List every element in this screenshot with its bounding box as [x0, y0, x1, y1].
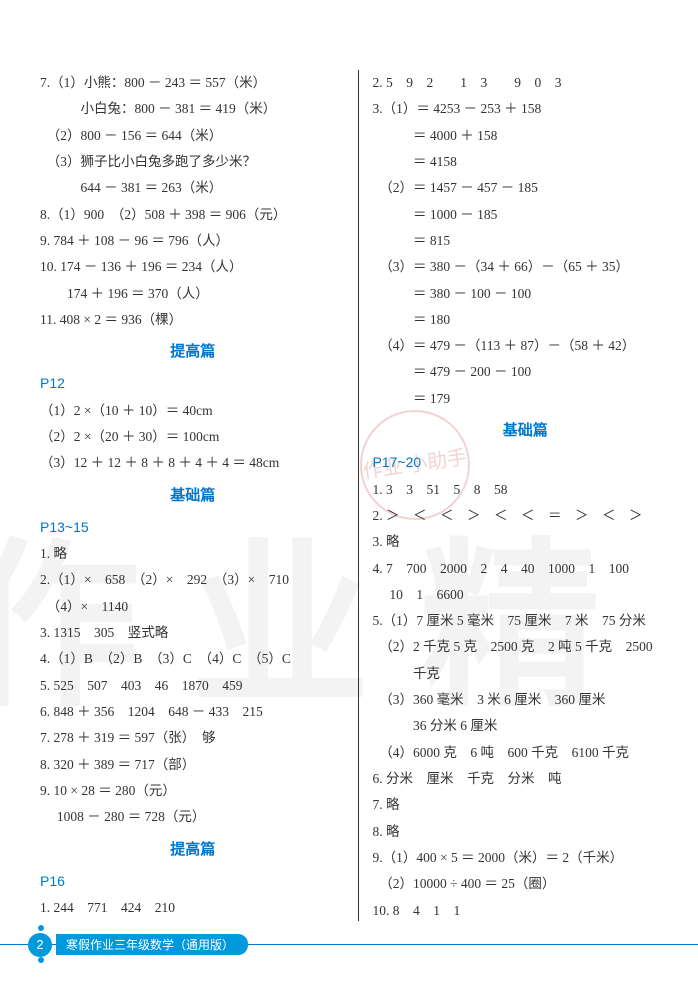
answer-line: 644 － 381 ＝ 263（米）	[40, 175, 346, 201]
answer-line: 9. 784 ＋ 108 － 96 ＝ 796（人）	[40, 228, 346, 254]
answer-line: 1008 － 280 ＝ 728（元）	[40, 804, 346, 830]
answer-line: ＝ 4000 ＋ 158	[373, 123, 679, 149]
answer-line: 8. 略	[373, 819, 679, 845]
answer-line: ＝ 380 － 100 － 100	[373, 281, 679, 307]
answer-line: 7.（1）小熊：800 － 243 ＝ 557（米）	[40, 70, 346, 96]
answer-line: （3）狮子比小白兔多跑了多少米？	[40, 149, 346, 175]
section-title: 基础篇	[40, 481, 346, 510]
answer-line: 174 ＋ 196 ＝ 370（人）	[40, 281, 346, 307]
footer-label: 寒假作业三年级数学（通用版）	[56, 934, 248, 955]
answer-line: 4.（1）B （2）B （3）C （4）C （5）C	[40, 646, 346, 672]
answer-line: 7. 略	[373, 792, 679, 818]
answer-line: ＝ 4158	[373, 149, 679, 175]
answer-line: （3）360 毫米 3 米 6 厘米 360 厘米	[373, 687, 679, 713]
answer-line: 10. 8 4 1 1	[373, 898, 679, 924]
section-title: 基础篇	[373, 416, 679, 445]
answer-line: 10. 174 － 136 ＋ 196 ＝ 234（人）	[40, 254, 346, 280]
answer-line: （3）12 ＋ 12 ＋ 8 ＋ 8 ＋ 4 ＋ 4 ＝ 48cm	[40, 450, 346, 476]
answer-line: 4. 7 700 2000 2 4 40 1000 1 100	[373, 556, 679, 582]
page-content: 7.（1）小熊：800 － 243 ＝ 557（米） 小白兔：800 － 381…	[40, 70, 678, 921]
answer-line: 1. 3 3 51 5 8 58	[373, 477, 679, 503]
answer-line: （2）2 ×（20 ＋ 30）＝ 100cm	[40, 424, 346, 450]
answer-line: 9. 10 × 28 ＝ 280（元）	[40, 778, 346, 804]
answer-line: 小白兔：800 － 381 ＝ 419（米）	[40, 96, 346, 122]
answer-line: （1）2 ×（10 ＋ 10）＝ 40cm	[40, 398, 346, 424]
page-number-badge: 2	[28, 933, 52, 957]
answer-line: 8.（1）900 （2）508 ＋ 398 ＝ 906（元）	[40, 202, 346, 228]
answer-line: （2）10000 ÷ 400 ＝ 25（圈）	[373, 871, 679, 897]
page-ref: P13~15	[40, 514, 346, 541]
answer-line: ＝ 179	[373, 386, 679, 412]
answer-line: 1. 略	[40, 541, 346, 567]
answer-line: （4）＝ 479 －（113 ＋ 87）－（58 ＋ 42）	[373, 333, 679, 359]
footer-bead-icon	[38, 957, 44, 963]
answer-line: 36 分米 6 厘米	[373, 713, 679, 739]
answer-line: 3. 略	[373, 529, 679, 555]
footer-bead-icon	[38, 925, 44, 931]
answer-line: ＝ 479 － 200 － 100	[373, 359, 679, 385]
right-column: 2. 5 9 2 1 3 9 0 33.（1）＝ 4253 － 253 ＋ 15…	[358, 70, 679, 921]
section-title: 提高篇	[40, 835, 346, 864]
answer-line: 9.（1）400 × 5 ＝ 2000（米）＝ 2（千米）	[373, 845, 679, 871]
answer-line: ＝ 815	[373, 228, 679, 254]
answer-line: 2. 5 9 2 1 3 9 0 3	[373, 70, 679, 96]
answer-line: 6. 分米 厘米 千克 分米 吨	[373, 766, 679, 792]
page-ref: P12	[40, 370, 346, 397]
page-ref: P17~20	[373, 449, 679, 476]
answer-line: 7. 278 ＋ 319 ＝ 597（张） 够	[40, 725, 346, 751]
answer-line: ＝ 1000 － 185	[373, 202, 679, 228]
page-ref: P16	[40, 868, 346, 895]
answer-line: 5. 525 507 403 46 1870 459	[40, 673, 346, 699]
answer-line: 11. 408 × 2 ＝ 936（棵）	[40, 307, 346, 333]
answer-line: 1. 244 771 424 210	[40, 895, 346, 921]
answer-line: 10 1 6600	[373, 582, 679, 608]
answer-line: （2）800 － 156 ＝ 644（米）	[40, 123, 346, 149]
answer-line: （2）2 千克 5 克 2500 克 2 吨 5 千克 2500	[373, 634, 679, 660]
answer-line: 6. 848 ＋ 356 1204 648 － 433 215	[40, 699, 346, 725]
left-column: 7.（1）小熊：800 － 243 ＝ 557（米） 小白兔：800 － 381…	[40, 70, 358, 921]
answer-line: ＝ 180	[373, 307, 679, 333]
section-title: 提高篇	[40, 337, 346, 366]
answer-line: （3）＝ 380 －（34 ＋ 66）－（65 ＋ 35）	[373, 254, 679, 280]
answer-line: 2.（1）× 658 （2）× 292 （3）× 710	[40, 567, 346, 593]
answer-line: 8. 320 ＋ 389 ＝ 717（部）	[40, 752, 346, 778]
answer-line: 2. ＞ ＜ ＜ ＞ ＜ ＜ ＝ ＞ ＜ ＞	[373, 503, 679, 529]
page-footer: 2 寒假作业三年级数学（通用版）	[0, 931, 698, 959]
answer-line: 3. 1315 305 竖式略	[40, 620, 346, 646]
answer-line: 3.（1）＝ 4253 － 253 ＋ 158	[373, 96, 679, 122]
answer-line: 5.（1）7 厘米 5 毫米 75 厘米 7 米 75 分米	[373, 608, 679, 634]
answer-line: （2）＝ 1457 － 457 － 185	[373, 175, 679, 201]
answer-line: 千克	[373, 661, 679, 687]
answer-line: （4）× 1140	[40, 594, 346, 620]
answer-line: （4）6000 克 6 吨 600 千克 6100 千克	[373, 740, 679, 766]
